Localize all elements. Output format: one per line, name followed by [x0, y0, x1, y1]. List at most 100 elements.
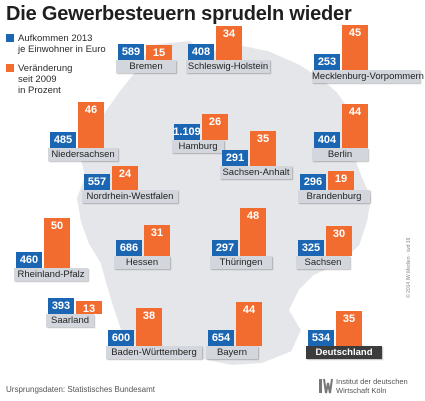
bar-veraenderung — [112, 166, 138, 190]
bar-veraenderung — [342, 25, 368, 70]
data-label-veraenderung: 13 — [82, 303, 96, 315]
data-label-aufkommen: 534 — [311, 332, 331, 344]
legend-text-line: je Einwohner in Euro — [18, 44, 106, 55]
bar-veraenderung — [78, 102, 104, 148]
data-label-veraenderung: 48 — [246, 210, 260, 222]
bar-veraenderung — [144, 225, 170, 256]
box-aufkommen — [212, 240, 238, 256]
bar-veraenderung — [44, 218, 70, 268]
germany-outline — [74, 38, 374, 368]
box-aufkommen — [174, 124, 200, 140]
data-label-veraenderung: 26 — [208, 116, 222, 128]
chart-title: Die Gewerbesteuern sprudeln wieder — [6, 3, 352, 25]
data-label-aufkommen: 404 — [317, 134, 337, 146]
data-label-aufkommen: 600 — [111, 332, 131, 344]
copyright-note: © 2014 IW Medien · iwd 19 — [406, 237, 412, 298]
data-label-veraenderung: 30 — [332, 228, 346, 240]
iw-logo-icon — [319, 378, 333, 394]
box-aufkommen — [188, 44, 214, 60]
legend-swatch-blue — [6, 34, 14, 42]
box-aufkommen — [208, 330, 234, 346]
bar-veraenderung — [250, 131, 276, 166]
bar-veraenderung — [146, 45, 172, 60]
legend-text-line: Aufkommen 2013 — [18, 33, 93, 44]
state-label: Bayern — [206, 346, 258, 359]
data-label-aufkommen: 297 — [215, 242, 235, 254]
logo-text-line: Institut der deutschen — [336, 377, 408, 386]
legend-text-line: Veränderung — [18, 63, 73, 74]
data-label-aufkommen: 291 — [225, 152, 245, 164]
state-label: Baden-Württemberg — [106, 346, 202, 359]
bar-veraenderung — [216, 26, 242, 60]
data-label-aufkommen: 253 — [317, 56, 337, 68]
data-label-veraenderung: 44 — [242, 304, 256, 316]
data-label-veraenderung: 19 — [334, 173, 348, 185]
state-label: Sachsen-Anhalt — [220, 166, 292, 179]
state-label: Rheinland-Pfalz — [14, 268, 88, 281]
data-label-aufkommen: 589 — [121, 46, 141, 58]
state-label: Mecklenburg-Vorpommern — [312, 70, 424, 83]
logo-text-line: Wirtschaft Köln — [336, 386, 387, 395]
state-label: Sachsen — [296, 256, 350, 269]
bar-veraenderung — [328, 171, 354, 190]
state-label: Berlin — [312, 148, 368, 161]
bar-veraenderung — [336, 311, 362, 346]
box-aufkommen — [298, 240, 324, 256]
box-aufkommen — [308, 330, 334, 346]
data-label-veraenderung: 35 — [256, 133, 270, 145]
bar-veraenderung — [236, 302, 262, 346]
data-label-aufkommen: 393 — [51, 300, 71, 312]
state-label: Schleswig-Holstein — [186, 60, 270, 73]
bar-veraenderung — [240, 208, 266, 256]
state-label: Hessen — [114, 256, 170, 269]
data-label-aufkommen: 408 — [191, 46, 211, 58]
state-label: Hamburg — [172, 140, 224, 153]
box-aufkommen — [116, 240, 142, 256]
box-aufkommen — [314, 54, 340, 70]
bar-veraenderung — [136, 308, 162, 346]
legend-text-line: seit 2009 — [18, 74, 57, 85]
data-label-veraenderung: 38 — [142, 310, 156, 322]
data-label-veraenderung: 44 — [348, 106, 362, 118]
bar-veraenderung — [202, 114, 228, 140]
data-label-aufkommen: 686 — [119, 242, 139, 254]
box-aufkommen — [16, 252, 42, 268]
data-label-veraenderung: 46 — [84, 104, 98, 116]
data-label-veraenderung: 31 — [150, 227, 164, 239]
data-label-aufkommen: 460 — [19, 254, 39, 266]
state-label: Deutschland — [306, 346, 382, 359]
box-aufkommen — [108, 330, 134, 346]
bar-veraenderung — [326, 226, 352, 256]
legend-text-line: in Prozent — [18, 85, 61, 96]
box-aufkommen — [84, 174, 110, 190]
data-label-veraenderung: 35 — [342, 313, 356, 325]
data-label-aufkommen: 485 — [53, 134, 73, 146]
data-label-aufkommen: 557 — [87, 176, 107, 188]
data-label-veraenderung: 34 — [222, 28, 236, 40]
bar-veraenderung — [342, 104, 368, 148]
state-label: Bremen — [116, 60, 176, 73]
state-label: Thüringen — [210, 256, 272, 269]
data-label-veraenderung: 15 — [152, 47, 166, 59]
data-label-aufkommen: 325 — [301, 242, 321, 254]
state-label: Saarland — [46, 314, 94, 327]
state-label: Brandenburg — [298, 190, 370, 203]
box-aufkommen — [222, 150, 248, 166]
box-aufkommen — [118, 44, 144, 60]
legend-swatch-orange — [6, 64, 14, 72]
box-aufkommen — [50, 132, 76, 148]
state-label: Niedersachsen — [48, 148, 118, 161]
box-aufkommen — [48, 298, 74, 314]
source-note: Ursprungsdaten: Statistisches Bundesamt — [6, 385, 155, 394]
bar-veraenderung — [76, 301, 102, 314]
data-label-veraenderung: 24 — [118, 168, 132, 180]
data-label-aufkommen: 654 — [211, 332, 231, 344]
state-label: Nordrhein-Westfalen — [82, 190, 178, 203]
data-label-aufkommen: 1.109 — [173, 126, 201, 138]
data-label-veraenderung: 45 — [348, 27, 362, 39]
box-aufkommen — [300, 174, 326, 190]
data-label-veraenderung: 50 — [50, 220, 64, 232]
data-label-aufkommen: 296 — [303, 176, 323, 188]
box-aufkommen — [314, 132, 340, 148]
